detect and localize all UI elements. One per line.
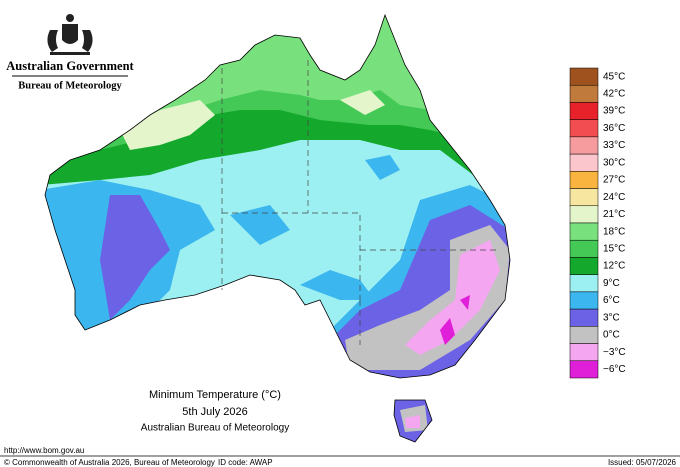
legend-swatch bbox=[569, 171, 599, 189]
legend-label: 3°C bbox=[603, 312, 620, 323]
legend-label: 24°C bbox=[603, 192, 625, 203]
legend-swatch bbox=[569, 205, 599, 224]
map-title: Minimum Temperature (°C) bbox=[149, 389, 281, 401]
legend-label: 30°C bbox=[603, 157, 625, 168]
legend-swatch bbox=[569, 67, 599, 86]
legend-swatch bbox=[569, 274, 599, 293]
legend-label: 45°C bbox=[603, 71, 625, 82]
legend: 45°C 42°C 39°C 36°C 33°C 30°C 27°C 24°C 21°C 18°C… bbox=[569, 67, 626, 379]
legend-label: 21°C bbox=[603, 209, 625, 220]
legend-label: 15°C bbox=[603, 243, 625, 254]
legend-label: 33°C bbox=[603, 140, 625, 151]
legend-label: 27°C bbox=[603, 175, 625, 186]
legend-swatch bbox=[569, 119, 599, 138]
legend-swatch bbox=[569, 222, 599, 241]
legend-swatch bbox=[569, 343, 599, 362]
zone-minus-6 bbox=[440, 295, 470, 345]
legend-label: 42°C bbox=[603, 88, 625, 99]
legend-swatch bbox=[569, 102, 599, 120]
legend-swatch bbox=[569, 308, 599, 327]
legend-swatch bbox=[569, 188, 599, 207]
legend-label: 18°C bbox=[603, 226, 625, 237]
government-name: Australian Government bbox=[6, 59, 134, 73]
legend-label: 9°C bbox=[603, 278, 620, 289]
legend-label: 6°C bbox=[603, 295, 620, 306]
map-source: Australian Bureau of Meteorology bbox=[141, 423, 289, 434]
legend-label: 36°C bbox=[603, 123, 625, 134]
footer-url: http://www.bom.gov.au bbox=[4, 446, 84, 455]
legend-label: 12°C bbox=[603, 261, 625, 272]
legend-swatch bbox=[569, 291, 599, 310]
footer-copyright: © Commonwealth of Australia 2026, Bureau… bbox=[4, 458, 215, 467]
legend-swatch bbox=[569, 326, 599, 344]
legend-swatch bbox=[569, 153, 599, 172]
zone-21 bbox=[120, 90, 385, 150]
legend-swatch bbox=[569, 136, 599, 155]
legend-label: −3°C bbox=[603, 347, 626, 358]
legend-label: 39°C bbox=[603, 106, 625, 117]
legend-swatch bbox=[569, 84, 599, 103]
state-borders bbox=[221, 60, 500, 345]
legend-label: 0°C bbox=[603, 330, 620, 341]
legend-swatch bbox=[569, 239, 599, 258]
legend-swatch bbox=[569, 360, 599, 379]
legend-label: −6°C bbox=[603, 364, 626, 375]
agency-name: Bureau of Meteorology bbox=[18, 80, 122, 91]
footer-id: ID code: AWAP bbox=[218, 458, 273, 467]
map-date: 5th July 2026 bbox=[182, 406, 247, 418]
legend-swatch bbox=[569, 257, 599, 275]
coat-of-arms bbox=[47, 14, 93, 55]
footer-issued: Issued: 05/07/2026 bbox=[608, 458, 677, 467]
